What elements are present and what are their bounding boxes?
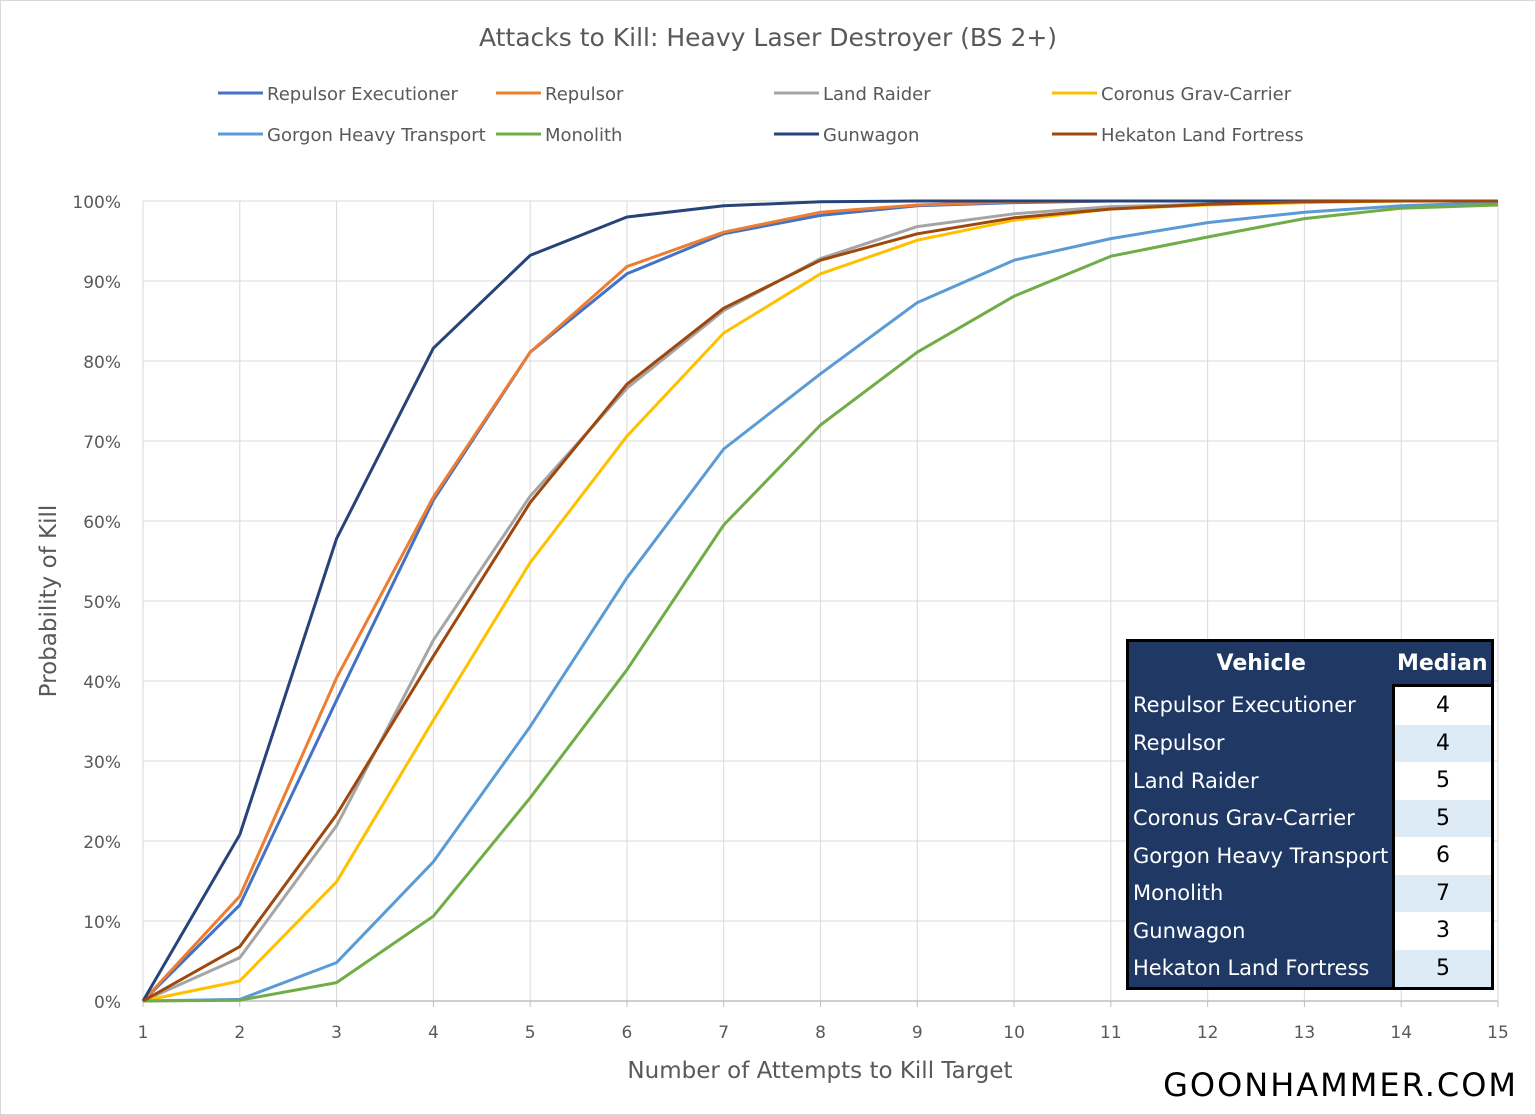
vehicle-name: Repulsor Executioner [1133, 693, 1356, 717]
vehicle-name: Coronus Grav-Carrier [1133, 806, 1355, 831]
chart-title: Attacks to Kill: Heavy Laser Destroyer (… [479, 23, 1057, 52]
table-row: Repulsor 4 [1128, 724, 1493, 762]
y-tick-label: 30% [83, 753, 121, 773]
median-value: 5 [1392, 762, 1493, 800]
x-tick-label: 8 [815, 1023, 826, 1043]
table-row: Gorgon Heavy Transport 6 [1128, 837, 1493, 875]
table-header-vehicle: Vehicle [1216, 651, 1306, 677]
x-tick-label: 5 [525, 1023, 536, 1043]
x-tick-label: 14 [1390, 1023, 1412, 1043]
y-tick-label: 90% [83, 273, 121, 293]
series-line-monolith [142, 203, 1499, 1003]
x-axis-label: Number of Attempts to Kill Target [627, 1058, 1012, 1084]
legend-label: Coronus Grav-Carrier [1101, 84, 1292, 105]
series-line-gorgon-heavy-transport [142, 201, 1499, 1003]
legend-label: Repulsor Executioner [267, 84, 459, 105]
vehicle-name: Monolith [1133, 881, 1224, 906]
median-value: 5 [1392, 949, 1493, 989]
table-row: Gunwagon 3 [1128, 912, 1493, 950]
legend-label: Repulsor [545, 84, 624, 105]
y-tick-label: 70% [83, 433, 121, 453]
table-header-median: Median [1396, 650, 1488, 676]
legend-label: Gorgon Heavy Transport [267, 125, 486, 146]
y-axis-label: Probability of Kill [36, 505, 62, 698]
watermark: GOONHAMMER.COM [1163, 1066, 1518, 1104]
median-value: 7 [1392, 874, 1493, 912]
x-tick-label: 10 [1003, 1023, 1025, 1043]
x-tick-label: 6 [622, 1023, 633, 1043]
x-tick-label: 4 [428, 1023, 439, 1043]
x-tick-label: 1 [138, 1023, 149, 1043]
y-tick-label: 20% [83, 833, 121, 853]
median-table: Vehicle Median Repulsor Executioner 4 Repu… [1126, 639, 1494, 990]
y-tick-label: 0% [94, 993, 121, 1013]
x-tick-label: 9 [912, 1023, 923, 1043]
y-tick-label: 10% [83, 913, 121, 933]
y-tick-label: 60% [83, 513, 121, 533]
vehicle-name: Land Raider [1133, 768, 1259, 793]
x-tick-label: 15 [1487, 1023, 1509, 1043]
y-tick-label: 50% [83, 593, 121, 613]
vehicle-name: Hekaton Land Fortress [1133, 956, 1370, 981]
vehicle-name: Gorgon Heavy Transport [1133, 843, 1389, 868]
series-lines [141, 199, 1499, 1003]
median-value: 4 [1392, 724, 1493, 762]
legend: Repulsor Executioner Repulsor Land Raider C… [218, 84, 1304, 146]
legend-label: Gunwagon [823, 125, 919, 146]
vehicle-name: Gunwagon [1133, 918, 1246, 943]
table-row: Hekaton Land Fortress 5 [1128, 949, 1493, 989]
axis-ticks: 0%10%20%30%40%50%60%70%80%90%100%1 2 3 4 5 6 7… [72, 193, 1508, 1043]
median-value: 4 [1392, 684, 1493, 725]
table-row: Monolith 7 [1128, 874, 1493, 912]
x-tick-label: 13 [1294, 1023, 1316, 1043]
legend-label: Land Raider [823, 84, 931, 105]
x-tick-label: 7 [718, 1023, 729, 1043]
series-line-gunwagon [141, 199, 1498, 1002]
x-tick-label: 11 [1100, 1023, 1122, 1043]
legend-label: Monolith [545, 125, 622, 146]
median-value: 5 [1392, 799, 1493, 837]
median-value: 6 [1392, 837, 1493, 875]
vehicle-name: Repulsor [1133, 731, 1225, 756]
y-tick-label: 100% [72, 193, 121, 213]
table-row: Repulsor Executioner 4 [1128, 684, 1493, 725]
y-tick-label: 80% [83, 353, 121, 373]
x-tick-label: 2 [234, 1023, 245, 1043]
y-tick-label: 40% [83, 673, 121, 693]
legend-label: Hekaton Land Fortress [1101, 125, 1304, 146]
table-row: Coronus Grav-Carrier 5 [1128, 799, 1493, 837]
table-row: Land Raider 5 [1128, 762, 1493, 800]
median-value: 3 [1392, 912, 1493, 950]
x-tick-label: 3 [331, 1023, 342, 1043]
x-tick-label: 12 [1197, 1023, 1219, 1043]
series-line-hekaton-land-fortress [142, 199, 1498, 1003]
